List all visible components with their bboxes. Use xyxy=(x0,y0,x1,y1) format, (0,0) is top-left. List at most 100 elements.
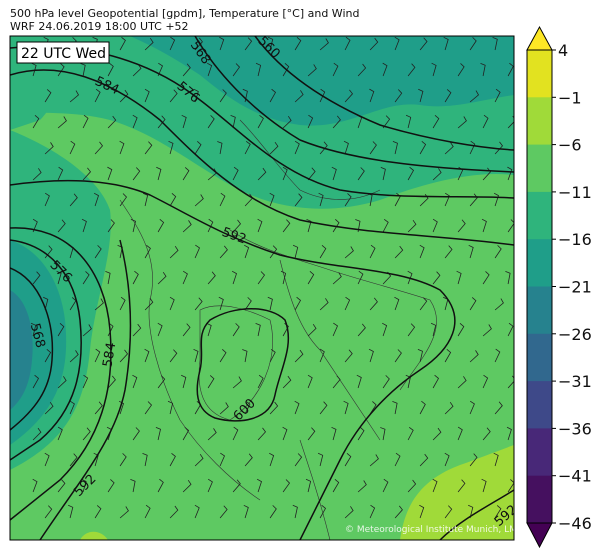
wind-barb xyxy=(444,505,453,519)
wind-barb xyxy=(507,62,514,77)
wind-barb xyxy=(157,478,164,493)
wind-barb xyxy=(368,348,374,363)
wind-barb xyxy=(294,349,304,363)
wind-barb xyxy=(456,270,462,285)
wind-barb xyxy=(119,193,128,207)
wind-barb xyxy=(469,453,478,467)
wind-barb xyxy=(169,452,176,467)
wind-barb xyxy=(193,348,199,363)
wind-barb xyxy=(344,89,354,103)
colorbar-band xyxy=(527,239,552,287)
wind-barb xyxy=(432,168,442,181)
wind-barb xyxy=(132,427,140,441)
wind-barb xyxy=(444,142,454,155)
wind-barb xyxy=(219,402,229,415)
colorbar-band xyxy=(527,286,552,335)
wind-barb xyxy=(481,218,487,233)
wind-barb xyxy=(507,322,514,337)
wind-barb xyxy=(182,167,190,181)
wind-barb xyxy=(407,426,414,441)
wind-barb xyxy=(269,401,279,415)
wind-barb xyxy=(219,452,226,467)
wind-barb xyxy=(482,374,489,389)
wind-barb xyxy=(157,375,166,389)
wind-barb xyxy=(444,401,454,415)
wind-barb xyxy=(331,426,337,441)
wind-barb xyxy=(319,141,328,155)
wind-barb xyxy=(357,427,365,441)
wind-barb xyxy=(132,374,138,389)
wind-barb xyxy=(169,192,177,207)
wind-barb xyxy=(232,166,239,181)
wind-barb xyxy=(232,323,240,337)
colorbar-tick-label: −21 xyxy=(558,278,592,297)
wind-barb xyxy=(57,426,63,441)
wind-barb xyxy=(382,478,389,493)
wind-barb xyxy=(457,322,465,337)
wind-barb xyxy=(94,298,104,311)
wind-barb xyxy=(482,324,492,337)
wind-barb xyxy=(394,349,402,363)
wind-barb xyxy=(419,140,427,155)
wind-barb xyxy=(319,88,326,103)
wind-barb xyxy=(44,192,50,207)
wind-barb xyxy=(93,452,99,467)
wind-barb xyxy=(394,452,401,467)
wind-barb xyxy=(294,400,300,415)
wind-barb xyxy=(332,478,340,493)
colorbar-band xyxy=(527,333,552,382)
wind-barb xyxy=(269,505,277,519)
wind-barb xyxy=(319,38,329,51)
wind-barb xyxy=(331,166,337,181)
wind-barb xyxy=(169,505,179,519)
wind-barb xyxy=(481,478,487,493)
wind-barb xyxy=(382,375,390,389)
wind-barb xyxy=(482,427,491,441)
wind-barb xyxy=(68,504,74,519)
wind-barb xyxy=(419,504,425,519)
wind-barb xyxy=(432,114,440,129)
wind-barb xyxy=(219,349,227,363)
wind-barb xyxy=(307,374,313,389)
wind-barb xyxy=(282,426,288,441)
contour-592-main xyxy=(10,179,456,540)
wind-barb xyxy=(482,271,490,285)
wind-barb xyxy=(307,270,315,285)
wind-barb xyxy=(332,62,339,77)
wind-barb xyxy=(255,62,262,77)
wind-barb xyxy=(57,479,66,493)
wind-barb xyxy=(44,142,54,155)
wind-barb xyxy=(119,296,126,311)
wind-barb xyxy=(56,270,62,285)
wind-barb xyxy=(307,64,317,77)
wind-barb xyxy=(282,115,292,129)
wind-barb xyxy=(82,427,91,441)
wind-barb xyxy=(94,88,101,103)
wind-barb xyxy=(157,115,166,129)
wind-barb xyxy=(369,37,379,51)
wind-barb xyxy=(69,350,79,363)
wind-barb xyxy=(82,324,92,337)
contour-label: 584 xyxy=(100,341,119,368)
wind-barb xyxy=(169,36,176,51)
wind-barb xyxy=(267,36,274,51)
wind-barb xyxy=(457,116,467,129)
wind-barb xyxy=(169,349,178,363)
colorbar-band xyxy=(527,144,552,193)
wind-barb xyxy=(317,452,324,467)
wind-barb xyxy=(332,115,341,129)
wind-barb xyxy=(394,245,404,259)
wind-barb xyxy=(244,140,251,155)
wind-barb xyxy=(294,140,300,155)
wind-barb xyxy=(344,452,352,467)
wind-barb xyxy=(144,244,151,259)
wind-barb xyxy=(494,141,504,155)
wind-barb xyxy=(69,140,76,155)
wind-barb xyxy=(132,114,138,129)
wind-barb xyxy=(269,245,278,259)
wind-barb xyxy=(457,479,466,493)
wind-barb xyxy=(194,244,201,259)
wind-barb xyxy=(357,323,366,337)
wind-barb xyxy=(419,453,429,467)
time-label-box xyxy=(16,41,110,64)
